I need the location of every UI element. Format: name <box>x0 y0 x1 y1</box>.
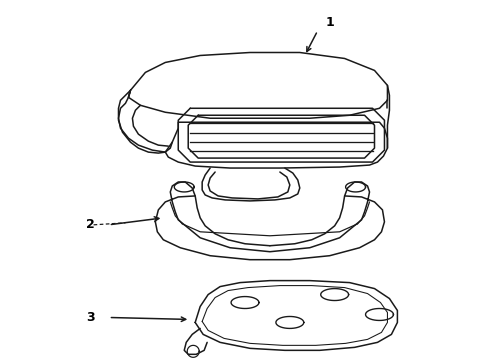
Text: 2: 2 <box>86 218 95 231</box>
Text: 1: 1 <box>325 16 334 29</box>
Text: 3: 3 <box>86 311 95 324</box>
